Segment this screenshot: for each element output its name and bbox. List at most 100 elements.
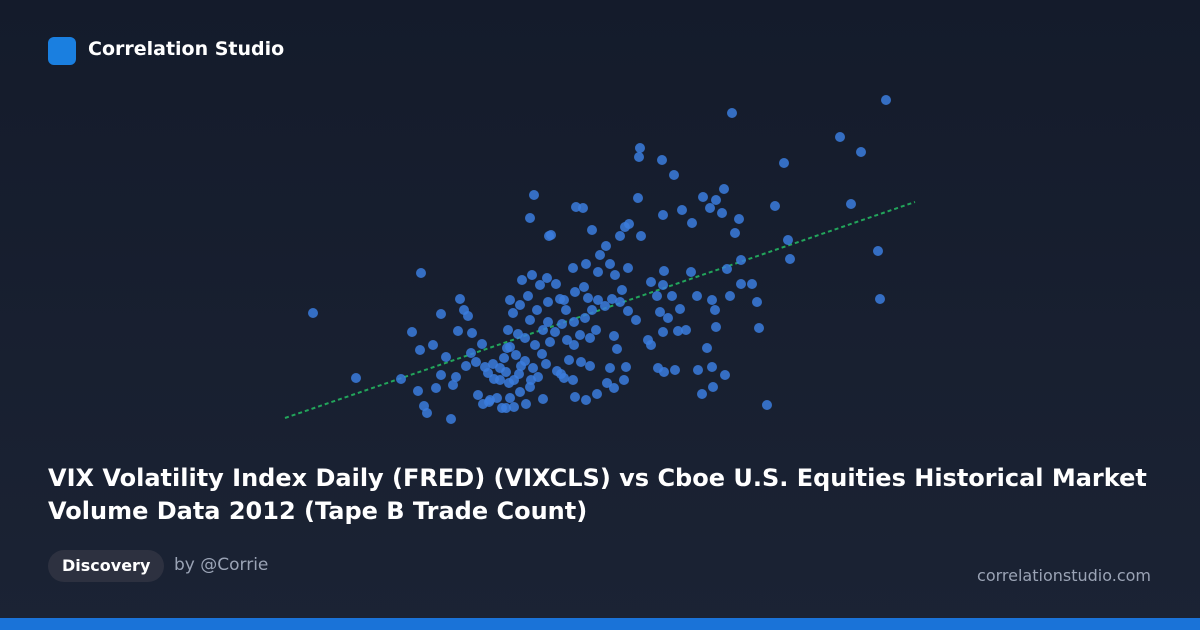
point: [525, 213, 535, 223]
point: [441, 352, 451, 362]
point: [585, 361, 595, 371]
point: [592, 389, 602, 399]
point: [526, 375, 536, 385]
point: [652, 291, 662, 301]
point: [513, 329, 523, 339]
point: [605, 363, 615, 373]
point: [658, 327, 668, 337]
point: [532, 305, 542, 315]
point: [702, 343, 712, 353]
point: [569, 317, 579, 327]
point: [619, 375, 629, 385]
point: [607, 294, 617, 304]
point: [579, 282, 589, 292]
point: [544, 231, 554, 241]
point: [722, 264, 732, 274]
point: [535, 280, 545, 290]
point: [681, 325, 691, 335]
site-url[interactable]: correlationstudio.com: [977, 566, 1151, 585]
logo: [48, 37, 76, 65]
point: [559, 295, 569, 305]
point: [416, 268, 426, 278]
point: [659, 266, 669, 276]
point: [505, 393, 515, 403]
point: [620, 222, 630, 232]
point: [581, 395, 591, 405]
point: [583, 293, 593, 303]
point: [770, 201, 780, 211]
brand: Correlation Studio: [88, 38, 285, 60]
point: [446, 414, 456, 424]
point: [783, 235, 793, 245]
point: [631, 315, 641, 325]
point: [736, 279, 746, 289]
point: [734, 214, 744, 224]
point: [517, 275, 527, 285]
point: [436, 370, 446, 380]
point: [623, 263, 633, 273]
point: [557, 319, 567, 329]
point: [846, 199, 856, 209]
point: [466, 348, 476, 358]
point: [593, 295, 603, 305]
point: [587, 225, 597, 235]
point: [623, 306, 633, 316]
point: [537, 349, 547, 359]
point: [730, 228, 740, 238]
point: [505, 295, 515, 305]
point: [461, 361, 471, 371]
point: [591, 325, 601, 335]
point: [428, 340, 438, 350]
point: [621, 362, 631, 372]
point: [663, 313, 673, 323]
point: [658, 280, 668, 290]
point: [538, 394, 548, 404]
point: [495, 375, 505, 385]
point: [542, 273, 552, 283]
point: [543, 297, 553, 307]
point: [673, 326, 683, 336]
point: [568, 375, 578, 385]
point: [707, 362, 717, 372]
point: [697, 389, 707, 399]
point: [686, 267, 696, 277]
point: [581, 259, 591, 269]
point: [752, 297, 762, 307]
point: [575, 330, 585, 340]
point: [477, 339, 487, 349]
point: [499, 353, 509, 363]
point: [569, 340, 579, 350]
point: [561, 305, 571, 315]
point: [415, 345, 425, 355]
point: [503, 325, 513, 335]
point: [708, 382, 718, 392]
point: [351, 373, 361, 383]
point: [601, 241, 611, 251]
point: [551, 279, 561, 289]
bottom-bar: [0, 618, 1200, 630]
point: [711, 322, 721, 332]
point: [413, 386, 423, 396]
point: [707, 295, 717, 305]
point: [538, 325, 548, 335]
point: [550, 327, 560, 337]
point: [459, 305, 469, 315]
point: [835, 132, 845, 142]
point: [576, 357, 586, 367]
point: [509, 402, 519, 412]
title: VIX Volatility Index Daily (FRED) (VIXCL…: [48, 464, 1147, 525]
point: [633, 193, 643, 203]
trend-line: [284, 201, 916, 419]
author[interactable]: by @Corrie: [174, 555, 269, 575]
point: [615, 231, 625, 241]
point: [508, 308, 518, 318]
point: [511, 350, 521, 360]
point: [471, 357, 481, 367]
point: [529, 190, 539, 200]
point: [670, 365, 680, 375]
point: [431, 383, 441, 393]
tag[interactable]: Discovery: [48, 550, 165, 582]
point: [521, 399, 531, 409]
point: [595, 250, 605, 260]
point: [467, 328, 477, 338]
